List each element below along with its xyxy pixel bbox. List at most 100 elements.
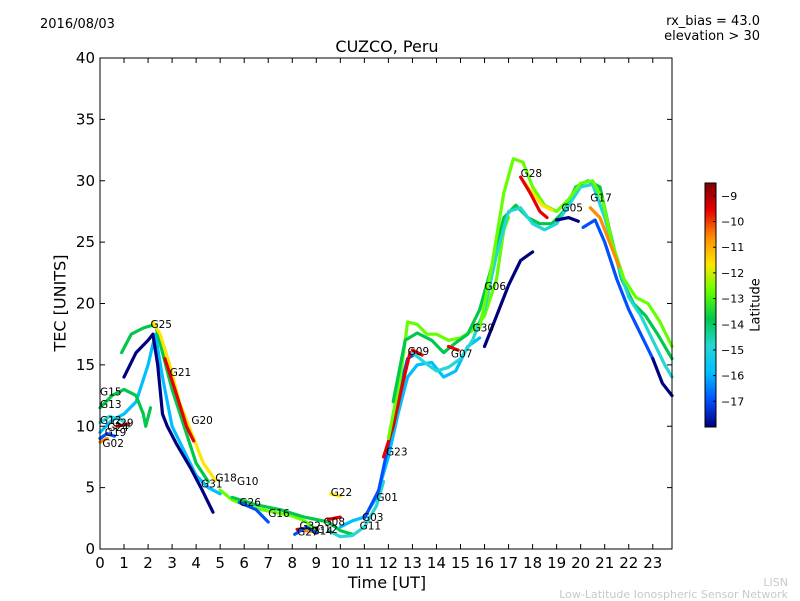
- x-tick-label: 10: [331, 554, 350, 572]
- satellite-label: G20: [191, 415, 213, 427]
- colorbar-tick-label: −13: [721, 293, 744, 306]
- series-line-22: [581, 218, 655, 361]
- x-tick-label: 17: [499, 554, 518, 572]
- x-axis-label: Time [UT]: [347, 573, 427, 592]
- series-line-5: [98, 387, 153, 428]
- satellite-label: G03: [362, 512, 384, 524]
- satellite-label: G29: [112, 417, 134, 429]
- satellite-label: G23: [386, 447, 408, 459]
- series-line-10: [326, 479, 386, 539]
- colorbar-tick-label: −15: [721, 344, 744, 357]
- series-line-11: [338, 336, 482, 529]
- y-axis: 0 5 10 15 20 25 30 35 40: [76, 49, 672, 558]
- x-tick-label: 16: [475, 554, 494, 572]
- satellite-label: G24: [107, 422, 129, 434]
- plot-frame: [99, 57, 673, 550]
- satellite-label: G11: [360, 520, 382, 532]
- x-tick-label: 11: [355, 554, 374, 572]
- x-tick-label: 12: [379, 554, 398, 572]
- x-tick-label: 6: [239, 554, 249, 572]
- series-line-9: [230, 495, 354, 536]
- series-line-17: [482, 250, 535, 349]
- satellite-label: G31: [201, 479, 223, 491]
- series-line-1: [122, 332, 215, 514]
- colorbar-tick-label: −14: [721, 318, 744, 331]
- satellite-label: G14: [311, 525, 333, 537]
- series-line-23: [555, 216, 580, 223]
- satellite-label: G22: [331, 487, 353, 499]
- satellite-label: G10: [237, 476, 258, 488]
- satellite-label: G08: [324, 517, 346, 529]
- series-line-13: [382, 351, 412, 459]
- satellite-label: G32: [299, 520, 321, 532]
- x-tick-label: 3: [167, 554, 177, 572]
- y-tick-label: 35: [76, 110, 95, 128]
- series-line-4: [163, 357, 196, 443]
- satellite-label: G15: [100, 387, 122, 399]
- x-tick-label: 19: [547, 554, 566, 572]
- colorbar-tick-label: −16: [721, 370, 744, 383]
- x-tick-label: 21: [595, 554, 614, 572]
- series-line-14: [386, 216, 511, 441]
- x-tick-label: 1: [119, 554, 129, 572]
- date-label: 2016/08/03: [40, 17, 115, 32]
- y-tick-label: 0: [85, 540, 95, 558]
- series-line-7: [98, 432, 116, 441]
- x-tick-label: 18: [523, 554, 542, 572]
- series-line-28: [293, 525, 318, 536]
- series-line-31: [410, 348, 424, 357]
- series-line-0: [98, 332, 222, 496]
- x-tick-label: 14: [427, 554, 446, 572]
- satellite-label: G27: [297, 526, 319, 538]
- satellite-label: G12: [100, 415, 122, 427]
- brand-short: LISN: [763, 576, 788, 589]
- satellite-label: G12: [316, 524, 338, 536]
- satellite-label: G21: [170, 367, 192, 379]
- x-tick-label: 5: [215, 554, 225, 572]
- x-tick-label: 23: [643, 554, 662, 572]
- rx-bias-label: rx_bias = 43.0: [666, 14, 760, 29]
- satellite-label: G16: [268, 508, 290, 520]
- x-tick-label: 13: [403, 554, 422, 572]
- satellite-label: G30: [473, 323, 495, 335]
- colorbar: −9 −10 −11 −12 −13 −14 −15 −16 −17: [704, 182, 744, 428]
- series-line-16: [410, 182, 674, 379]
- colorbar-tick-label: −12: [721, 267, 744, 280]
- y-tick-label: 25: [76, 233, 95, 251]
- satellite-label: G01: [376, 492, 398, 504]
- series-line-32: [237, 500, 270, 524]
- series-line-30: [446, 344, 460, 352]
- y-tick-label: 10: [76, 417, 95, 435]
- series-line-25: [329, 492, 342, 498]
- y-tick-label: 5: [85, 479, 95, 497]
- x-tick-label: 8: [287, 554, 297, 572]
- brand-long: Low-Latitude Ionospheric Sensor Network: [559, 588, 788, 601]
- y-tick-label: 20: [76, 295, 95, 313]
- series-line-29: [326, 515, 342, 522]
- colorbar-tick-label: −11: [721, 241, 744, 254]
- series-line-20: [519, 175, 549, 220]
- series-line-18: [478, 157, 674, 349]
- x-tick-label: 2: [143, 554, 153, 572]
- satellite-label: G09: [408, 346, 430, 358]
- x-tick-label: 4: [191, 554, 201, 572]
- x-tick-label: 0: [95, 554, 105, 572]
- colorbar-tick-label: −9: [721, 190, 737, 203]
- x-tick-label: 7: [263, 554, 273, 572]
- satellite-label: G13: [100, 399, 122, 411]
- satellite-label: G06: [485, 281, 507, 293]
- x-tick-label: 20: [571, 554, 590, 572]
- satellite-label: G07: [451, 349, 473, 361]
- x-tick-label: 9: [312, 554, 322, 572]
- elevation-label: elevation > 30: [664, 29, 760, 44]
- y-tick-label: 40: [76, 49, 95, 67]
- colorbar-tick-label: −10: [721, 216, 744, 229]
- satellite-label: G25: [150, 319, 172, 331]
- satellite-label: G17: [590, 193, 612, 205]
- x-tick-label: 22: [619, 554, 638, 572]
- series-line-8: [218, 488, 318, 531]
- x-tick-label: 15: [451, 554, 470, 572]
- satellite-label: G28: [521, 168, 543, 180]
